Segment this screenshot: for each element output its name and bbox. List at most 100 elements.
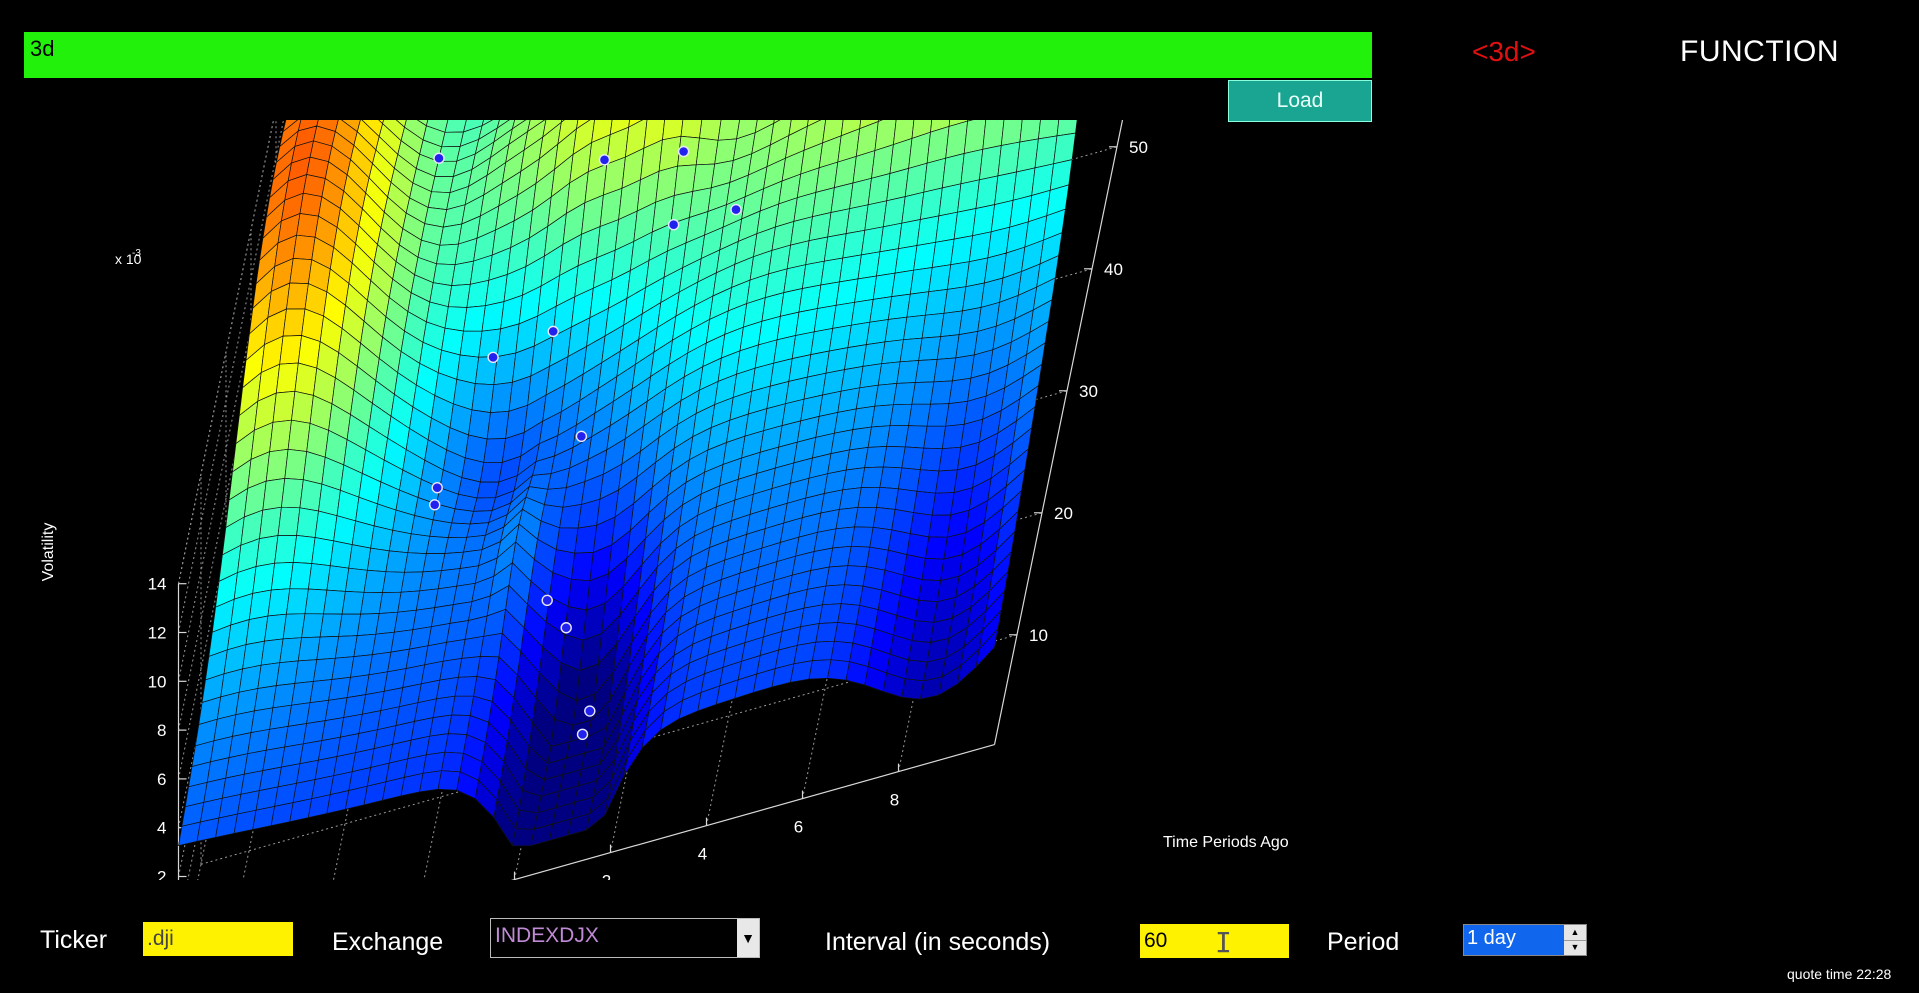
data-point (433, 152, 445, 164)
data-point (487, 351, 499, 364)
surface-cell (840, 584, 864, 606)
surface-cell (901, 446, 925, 471)
z-tick-label: 10 (148, 672, 167, 691)
surface-cell (908, 640, 931, 663)
surface-cell (914, 600, 938, 623)
z-tick-label: 12 (148, 624, 167, 643)
surface-cell (908, 403, 931, 427)
load-button[interactable]: Load (1228, 80, 1372, 122)
surface-cell (463, 305, 486, 332)
y-tick-label: 10 (1029, 626, 1048, 645)
y-tick-label: 40 (1104, 260, 1123, 279)
surface-cell (1053, 132, 1076, 165)
surface-cell (318, 483, 341, 517)
data-point (429, 499, 441, 511)
surface-cell (928, 514, 952, 538)
z-tick-label: 6 (157, 770, 166, 789)
x-axis-line (510, 744, 995, 880)
grid-line (178, 120, 285, 633)
surface-cell (451, 695, 475, 716)
surface-cell (385, 550, 409, 573)
surface-cell (326, 565, 350, 592)
surface-cell (479, 632, 503, 658)
surface-cell (388, 529, 412, 554)
surface-cell (931, 492, 955, 516)
surface-cell (366, 547, 390, 573)
surface-cell (404, 552, 427, 573)
data-point (560, 622, 572, 634)
surface-cell (464, 434, 488, 463)
surface-cell (830, 640, 854, 663)
surface-cell (296, 507, 319, 538)
z-axis-label: Volatility (40, 523, 57, 582)
spin-up-icon[interactable]: ▲ (1564, 925, 1586, 941)
surface-cell (897, 467, 921, 492)
surface-cell (294, 362, 318, 396)
surface-cell (297, 335, 321, 369)
x-tick-label: 8 (890, 791, 899, 810)
surface-cell (431, 176, 454, 194)
z-tick-label: 2 (157, 868, 166, 881)
y-axis-label: Time Periods Ago (1163, 834, 1289, 851)
quote-time: quote time 22:28 (1787, 966, 1892, 982)
surface-cell (468, 409, 491, 440)
interval-input[interactable]: 60 (1140, 924, 1289, 958)
surface-cell (291, 390, 314, 424)
surface-cell (924, 536, 948, 560)
period-value: 1 day (1467, 927, 1516, 949)
ticker-input[interactable]: .dji (143, 922, 293, 956)
surface-cell (444, 733, 468, 754)
surface-cell (314, 510, 338, 542)
surface-cell (287, 419, 311, 452)
surface-cell (447, 714, 471, 735)
surface-cell (407, 533, 431, 554)
surface-cell (351, 520, 375, 549)
surface-cell (344, 567, 368, 593)
surface-cell (437, 770, 461, 791)
data-point (431, 482, 443, 494)
surface-cell (511, 828, 535, 847)
data-point (541, 594, 553, 607)
data-point (575, 430, 588, 443)
surface-cell (292, 535, 316, 564)
surface-cell (296, 213, 319, 238)
surface-cell (872, 507, 896, 531)
surface-cell (869, 526, 893, 551)
period-select[interactable]: 1 day ▲ ▼ (1463, 924, 1587, 956)
surface-cell (913, 490, 936, 516)
command-input[interactable]: 3d (24, 32, 1372, 78)
surface-cell (341, 591, 365, 615)
surface-cell (876, 486, 899, 510)
data-points (429, 145, 742, 741)
surface-cell (923, 425, 947, 450)
surface-cell (914, 359, 938, 383)
exchange-select[interactable]: INDEXDJX ▼ (490, 918, 760, 958)
surface-cell (427, 191, 451, 210)
surface-cell (847, 545, 871, 568)
surface-cell (857, 486, 881, 508)
surface-cell (882, 446, 906, 469)
surface-cell (441, 131, 464, 148)
surface-cell (901, 678, 925, 700)
surface-cell (299, 192, 323, 217)
y-tick-label: 30 (1079, 382, 1098, 401)
interval-label: Interval (in seconds) (825, 928, 1051, 956)
data-point (677, 145, 690, 158)
surface-cell (864, 446, 888, 468)
x-tick-label: 6 (794, 818, 803, 837)
surface-cell (299, 479, 323, 512)
function-title: FUNCTION (1680, 35, 1839, 68)
surface-cell (382, 571, 405, 593)
surface-cell (292, 234, 316, 261)
frame-edge (178, 120, 275, 584)
spin-down-icon[interactable]: ▼ (1570, 942, 1580, 952)
surface-cell (429, 519, 453, 538)
y-tick-label: 20 (1054, 504, 1073, 523)
chevron-down-icon[interactable]: ▼ (737, 919, 759, 957)
surface-cell (891, 508, 915, 535)
surface-cell (447, 283, 471, 308)
surface-cell (559, 503, 582, 529)
data-point (730, 203, 742, 216)
surface-cell (827, 659, 850, 681)
surface-cell (911, 381, 935, 405)
